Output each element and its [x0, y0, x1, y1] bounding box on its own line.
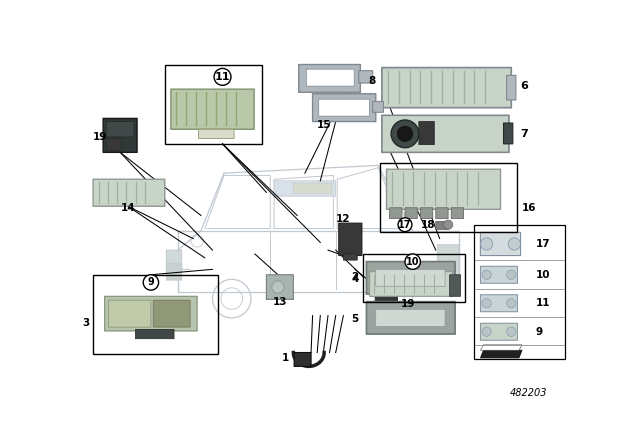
Bar: [164, 65, 262, 144]
FancyBboxPatch shape: [307, 69, 354, 86]
Text: 11: 11: [536, 298, 550, 308]
FancyBboxPatch shape: [450, 275, 460, 296]
Text: 12: 12: [336, 214, 351, 224]
Text: 19: 19: [401, 299, 415, 309]
Circle shape: [405, 254, 420, 269]
FancyBboxPatch shape: [451, 208, 463, 219]
Text: 5: 5: [351, 314, 359, 323]
FancyBboxPatch shape: [171, 89, 254, 129]
Circle shape: [482, 327, 492, 336]
Text: 3: 3: [82, 318, 90, 328]
Text: 15: 15: [317, 120, 332, 129]
FancyBboxPatch shape: [266, 275, 293, 299]
FancyBboxPatch shape: [359, 71, 372, 83]
FancyBboxPatch shape: [293, 183, 332, 194]
FancyBboxPatch shape: [367, 262, 455, 294]
Text: 16: 16: [522, 203, 536, 213]
FancyBboxPatch shape: [390, 208, 402, 219]
FancyBboxPatch shape: [367, 302, 455, 334]
FancyBboxPatch shape: [136, 329, 174, 339]
Circle shape: [397, 126, 413, 142]
FancyBboxPatch shape: [153, 300, 190, 327]
FancyBboxPatch shape: [481, 233, 520, 255]
FancyBboxPatch shape: [369, 271, 452, 296]
Text: 1: 1: [282, 353, 289, 363]
Text: 18: 18: [421, 220, 435, 230]
Bar: [380, 163, 517, 233]
FancyBboxPatch shape: [372, 102, 383, 112]
Circle shape: [391, 120, 419, 148]
Circle shape: [508, 238, 520, 250]
FancyBboxPatch shape: [105, 296, 197, 331]
FancyBboxPatch shape: [93, 179, 164, 206]
FancyBboxPatch shape: [378, 312, 386, 319]
FancyBboxPatch shape: [376, 310, 445, 327]
Circle shape: [398, 218, 412, 232]
FancyBboxPatch shape: [198, 129, 234, 138]
FancyBboxPatch shape: [166, 250, 182, 273]
Circle shape: [481, 238, 493, 250]
Polygon shape: [481, 345, 522, 350]
FancyBboxPatch shape: [319, 99, 369, 116]
FancyBboxPatch shape: [436, 208, 448, 219]
Circle shape: [507, 270, 516, 280]
FancyBboxPatch shape: [312, 94, 376, 121]
FancyBboxPatch shape: [106, 138, 122, 151]
FancyBboxPatch shape: [106, 121, 134, 137]
Text: 10: 10: [406, 257, 419, 267]
FancyBboxPatch shape: [387, 169, 500, 209]
Text: 8: 8: [368, 76, 375, 86]
Circle shape: [143, 275, 159, 290]
Text: 7: 7: [520, 129, 528, 139]
FancyBboxPatch shape: [504, 123, 513, 144]
Text: 2: 2: [351, 272, 359, 282]
Text: 9: 9: [148, 277, 154, 288]
Bar: [93, 275, 218, 354]
FancyBboxPatch shape: [420, 208, 433, 219]
FancyBboxPatch shape: [405, 208, 417, 219]
FancyBboxPatch shape: [382, 68, 511, 108]
FancyBboxPatch shape: [481, 266, 518, 283]
Text: 482203: 482203: [509, 388, 547, 397]
FancyBboxPatch shape: [166, 263, 182, 280]
Bar: [474, 225, 565, 359]
FancyBboxPatch shape: [376, 269, 445, 286]
FancyBboxPatch shape: [481, 295, 518, 312]
Circle shape: [272, 281, 284, 293]
Circle shape: [482, 270, 492, 280]
Circle shape: [482, 299, 492, 308]
FancyBboxPatch shape: [294, 353, 311, 366]
Bar: [364, 254, 465, 302]
Text: 17: 17: [536, 239, 550, 249]
FancyBboxPatch shape: [109, 300, 151, 327]
Circle shape: [507, 327, 516, 336]
Text: 10: 10: [536, 270, 550, 280]
FancyBboxPatch shape: [339, 223, 362, 255]
FancyBboxPatch shape: [436, 222, 448, 229]
Polygon shape: [481, 350, 522, 358]
FancyBboxPatch shape: [481, 323, 518, 340]
FancyBboxPatch shape: [344, 254, 357, 260]
FancyBboxPatch shape: [419, 121, 435, 145]
Text: 11: 11: [215, 72, 230, 82]
Text: 6: 6: [520, 81, 528, 91]
Text: 9: 9: [536, 327, 543, 337]
Text: 13: 13: [273, 297, 287, 307]
Circle shape: [214, 69, 231, 85]
Circle shape: [507, 299, 516, 308]
Text: 17: 17: [398, 220, 412, 230]
FancyBboxPatch shape: [376, 286, 397, 314]
FancyBboxPatch shape: [437, 245, 459, 280]
Text: 19: 19: [92, 132, 107, 142]
FancyBboxPatch shape: [103, 118, 137, 152]
FancyBboxPatch shape: [274, 181, 336, 196]
FancyBboxPatch shape: [299, 65, 360, 92]
Circle shape: [444, 220, 452, 229]
FancyBboxPatch shape: [382, 115, 509, 152]
Text: 14: 14: [120, 203, 135, 213]
FancyBboxPatch shape: [507, 75, 516, 100]
Text: 4: 4: [351, 274, 359, 284]
